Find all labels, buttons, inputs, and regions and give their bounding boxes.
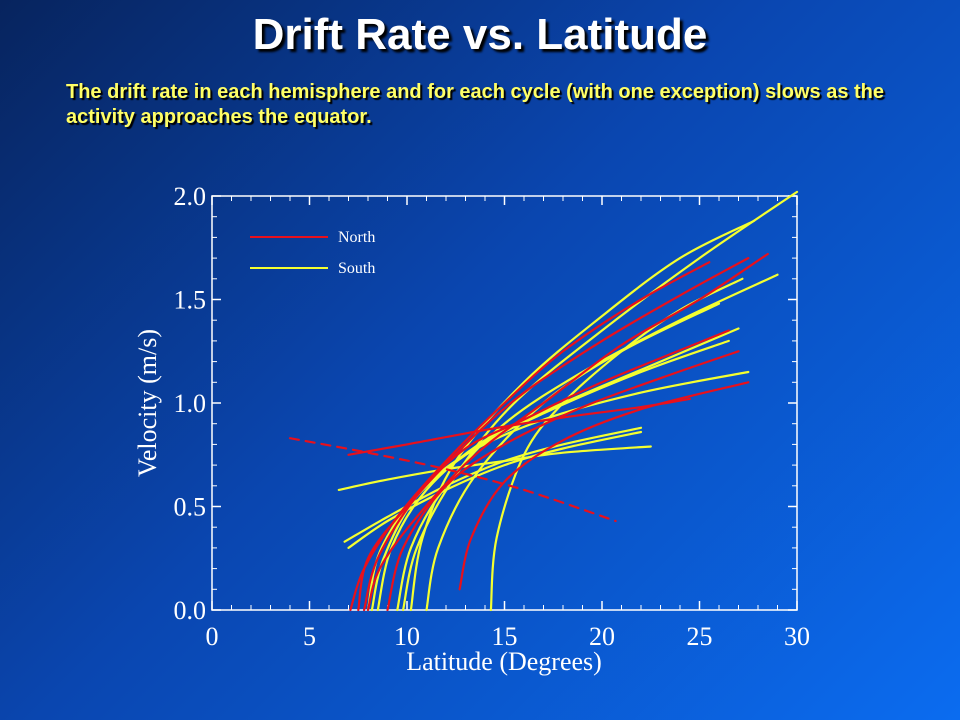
x-tick-label: 10 [394,622,420,651]
slide-title: Drift Rate vs. Latitude [252,10,708,59]
south-series-line [489,277,744,612]
south-series-line [396,273,779,612]
y-axis-title: Velocity (m/s) [133,329,162,477]
tick-labels: 0 5 10 15 20 25 30 0.0 0.5 1.0 1.5 2.0 [174,182,811,651]
north-series-line [347,397,691,456]
south-series-line [343,426,643,543]
slide-subtitle: The drift rate in each hemisphere and fo… [66,81,884,128]
axis-ticks [211,195,798,611]
south-series-line [425,302,721,612]
south-series-line [337,445,652,491]
south-series-line [366,339,730,612]
y-tick-label: 0.0 [174,596,207,625]
north-series-line [366,252,769,612]
y-tick-label: 1.0 [174,389,207,418]
legend-north-label: North [338,229,375,246]
south-series-line [409,219,756,612]
x-tick-label: 20 [589,622,615,651]
x-tick-label: 15 [492,622,518,651]
x-tick-label: 25 [687,622,713,651]
y-tick-label: 2.0 [174,182,207,211]
legend: North South [250,229,375,277]
north-series-line [386,350,740,612]
x-axis-title: Latitude (Degrees) [406,647,602,676]
x-tick-label: 0 [206,622,219,651]
x-tick-label: 30 [784,622,810,651]
north-series-line [357,257,750,612]
north-dashed-series-line [288,437,617,523]
north-series-line [363,329,730,612]
x-tick-label: 5 [303,622,316,651]
y-tick-label: 0.5 [174,493,207,522]
y-tick-label: 1.5 [174,286,207,315]
legend-south-label: South [338,260,375,277]
series-layer [288,190,799,612]
north-series-line [349,261,711,612]
